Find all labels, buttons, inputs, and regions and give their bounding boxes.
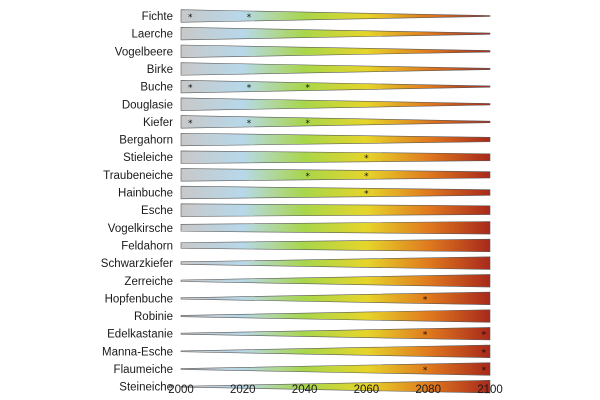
species-label: Flaumeiche	[114, 364, 173, 376]
species-label: Kiefer	[143, 117, 173, 129]
significance-star: *	[364, 190, 369, 200]
species-wedge	[180, 274, 491, 288]
significance-star: *	[364, 154, 369, 164]
species-label: Zerreiche	[124, 276, 173, 288]
species-wedge	[180, 238, 491, 253]
species-row: Flaumeiche * *	[114, 362, 491, 376]
species-label: Feldahorn	[121, 240, 173, 252]
species-label: Laerche	[131, 29, 173, 41]
species-row: Robinie	[134, 309, 491, 323]
significance-star: *	[188, 119, 193, 129]
significance-star: *	[247, 119, 252, 129]
species-label: Traubeneiche	[103, 170, 173, 182]
significance-star: *	[482, 331, 487, 341]
species-wedge	[180, 132, 491, 147]
x-tick-label: 2060	[354, 384, 380, 396]
species-wedge	[180, 221, 491, 235]
species-row: Buche * * *	[140, 79, 491, 94]
significance-star: *	[247, 13, 252, 23]
species-wedge	[180, 150, 491, 164]
species-row: Hainbuche *	[118, 185, 491, 200]
species-wedge	[180, 309, 491, 323]
species-label: Birke	[147, 64, 173, 76]
x-tick-label: 2000	[168, 384, 194, 396]
species-wedge	[180, 79, 491, 94]
species-label: Vogelkirsche	[108, 223, 173, 235]
x-axis: 2000 2020 2040 2060 2080 2100	[168, 384, 503, 396]
species-row: Steineiche	[119, 380, 491, 394]
significance-star: *	[305, 84, 310, 94]
species-row: Laerche	[131, 27, 491, 41]
significance-star: *	[423, 295, 428, 305]
species-row: Manna-Esche *	[102, 344, 491, 358]
species-row: Feldahorn	[121, 238, 491, 253]
species-wedge	[180, 256, 491, 270]
species-wedge	[180, 27, 491, 41]
species-row: Bergahorn	[119, 132, 491, 147]
species-label: Buche	[140, 82, 173, 94]
species-row: Hopfenbuche *	[105, 291, 491, 306]
species-wedge	[180, 203, 491, 217]
species-row: Vogelkirsche	[108, 221, 491, 235]
species-label: Steineiche	[119, 382, 173, 394]
species-label: Bergahorn	[119, 135, 173, 147]
species-label: Robinie	[134, 311, 173, 323]
species-wedge	[180, 97, 491, 111]
species-wedge	[180, 62, 491, 76]
species-row: Vogelbeere	[115, 44, 491, 58]
species-row: Kiefer * * *	[143, 115, 491, 129]
significance-star: *	[305, 172, 310, 182]
species-wedge	[180, 291, 491, 306]
species-row: Birke	[147, 62, 491, 76]
significance-star: *	[364, 172, 369, 182]
species-row: Esche	[141, 203, 491, 217]
species-row: Stieleiche *	[123, 150, 491, 164]
significance-star: *	[188, 13, 193, 23]
species-label: Edelkastanie	[107, 329, 173, 341]
species-row: Douglasie	[122, 97, 491, 111]
species-label: Esche	[141, 205, 173, 217]
species-wedge	[180, 344, 491, 358]
species-label: Douglasie	[122, 99, 173, 111]
x-tick-label: 2100	[477, 384, 503, 396]
species-row: Edelkastanie * *	[107, 327, 491, 341]
significance-star: *	[423, 366, 428, 376]
significance-star: *	[188, 84, 193, 94]
significance-star: *	[423, 331, 428, 341]
significance-star: *	[482, 348, 487, 358]
species-row: Fichte * *	[142, 9, 491, 23]
species-rows: Fichte * * Laerche Vogelbeere Birke Buche * * * Do…	[101, 9, 491, 394]
significance-star: *	[305, 119, 310, 129]
species-label: Fichte	[142, 11, 173, 23]
x-tick-label: 2040	[292, 384, 318, 396]
x-tick-label: 2080	[415, 384, 441, 396]
species-wedge	[180, 327, 491, 341]
species-wedge	[180, 362, 491, 376]
species-label: Vogelbeere	[115, 46, 173, 58]
species-label: Manna-Esche	[102, 346, 173, 358]
x-tick-label: 2020	[230, 384, 256, 396]
significance-star: *	[247, 84, 252, 94]
species-label: Stieleiche	[123, 152, 173, 164]
species-label: Hainbuche	[118, 188, 173, 200]
species-wedge	[180, 185, 491, 200]
species-wedge	[180, 380, 491, 394]
species-wedge	[180, 44, 491, 58]
species-row: Zerreiche	[124, 274, 491, 288]
species-wedge	[180, 168, 491, 182]
species-row: Schwarzkiefer	[101, 256, 491, 270]
species-label: Schwarzkiefer	[101, 258, 173, 270]
species-label: Hopfenbuche	[105, 293, 173, 305]
species-wedge	[180, 9, 491, 23]
species-wedge	[180, 115, 491, 129]
significance-star: *	[482, 366, 487, 376]
species-row: Traubeneiche * *	[103, 168, 491, 182]
